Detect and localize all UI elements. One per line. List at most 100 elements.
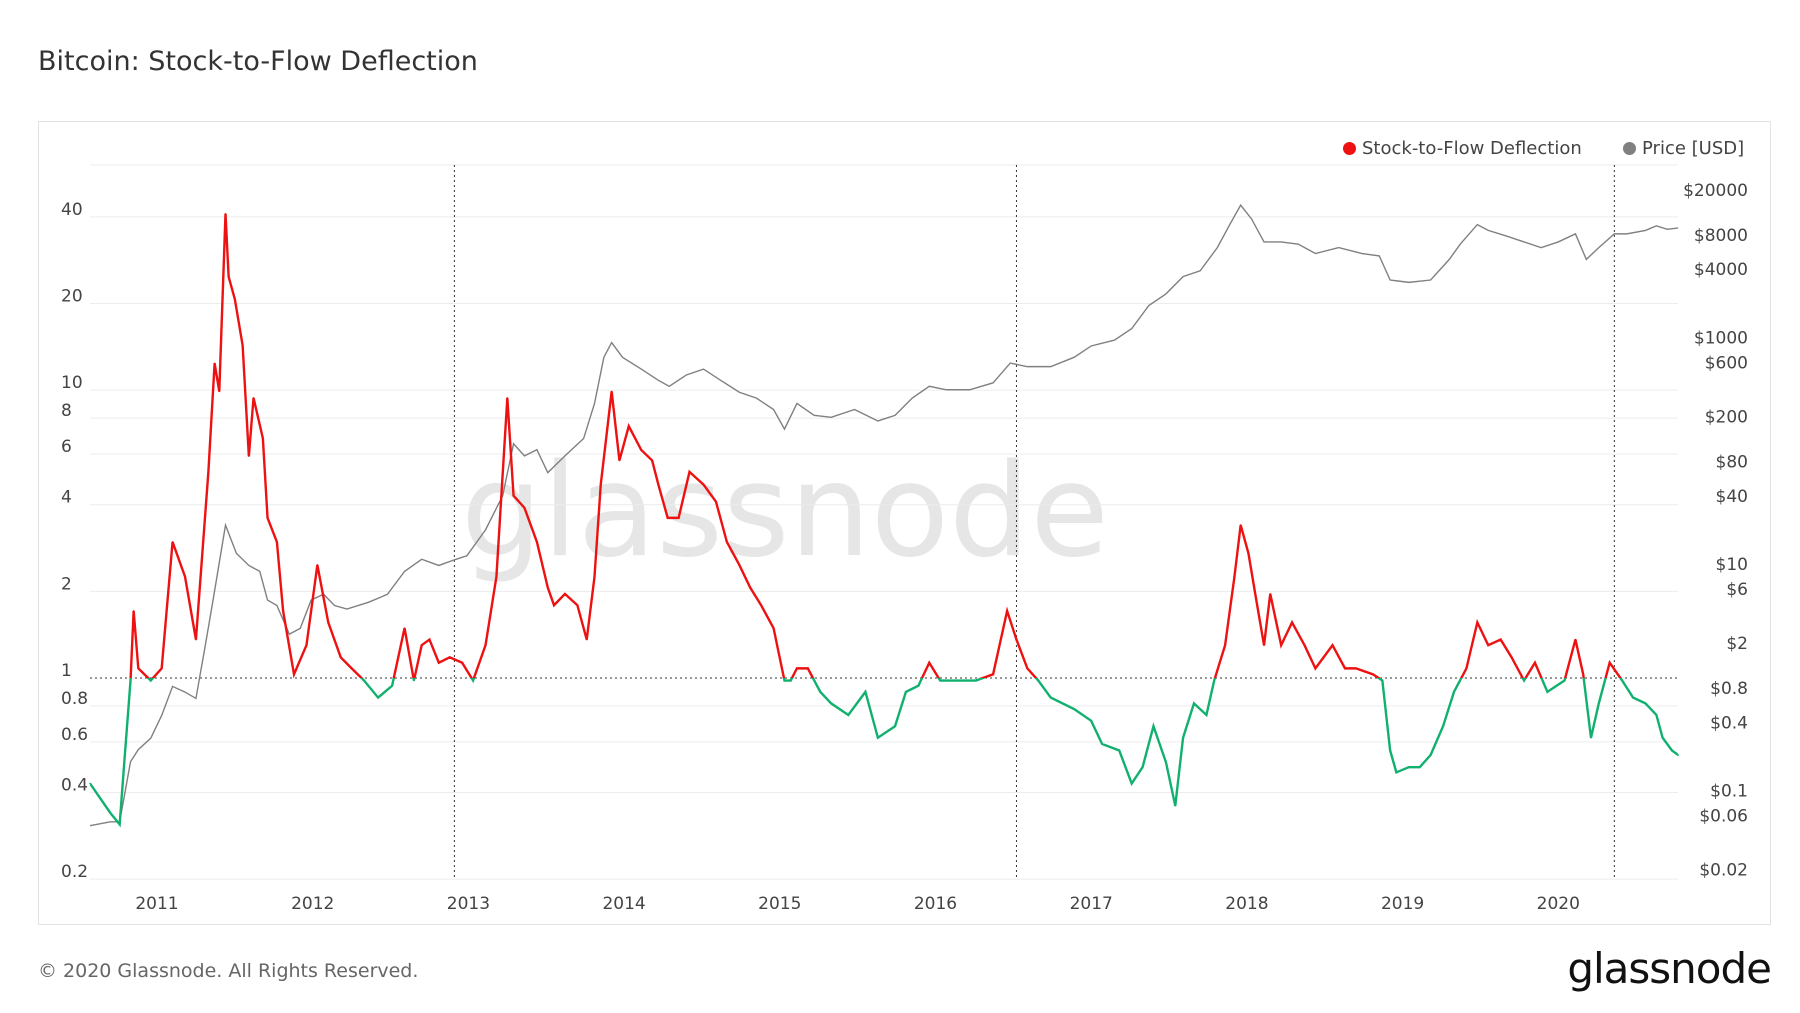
s2f-point <box>89 782 91 785</box>
y-right-tick-label: $10 <box>1716 555 1748 575</box>
s2f-point <box>118 823 121 826</box>
s2f-point <box>1280 644 1282 647</box>
y-left-tick-label: 8 <box>61 401 72 421</box>
x-tick-label: 2014 <box>602 894 645 914</box>
s2f-point <box>917 684 920 687</box>
s2f-point <box>506 397 509 399</box>
s2f-point <box>1331 644 1334 647</box>
y-left-tick-label: 2 <box>61 574 72 594</box>
x-tick-label: 2017 <box>1070 894 1113 914</box>
y-right-tick-label: $200 <box>1705 408 1748 428</box>
y-right-tick-label: $8000 <box>1694 226 1748 246</box>
s2f-point <box>109 812 112 814</box>
s2f-point <box>266 517 269 519</box>
s2f-point <box>738 564 741 566</box>
s2f-point <box>1263 644 1265 647</box>
s2f-point <box>1546 691 1549 693</box>
s2f-point <box>123 761 126 763</box>
y-left-tick-label: 40 <box>61 200 83 220</box>
s2f-point <box>327 621 330 624</box>
s2f-point <box>428 638 431 641</box>
y-right-tick-label: $4000 <box>1694 260 1748 280</box>
s2f-point <box>1487 644 1490 647</box>
s2f-point <box>992 673 994 676</box>
s2f-point <box>1049 696 1052 699</box>
s2f-point <box>1303 644 1306 647</box>
s2f-point <box>248 455 250 457</box>
legend-red-dot-icon <box>1343 142 1356 155</box>
s2f-point <box>553 604 555 607</box>
s2f-point <box>772 627 775 629</box>
s2f-point <box>564 593 566 595</box>
s2f-point <box>241 344 244 347</box>
s2f-point <box>523 507 526 509</box>
s2f-point <box>1015 638 1018 641</box>
s2f-point <box>1355 667 1357 670</box>
s2f-point <box>1534 661 1536 664</box>
s2f-point <box>1476 621 1479 624</box>
y-right-tick-label: $600 <box>1705 354 1748 374</box>
s2f-point <box>1597 702 1600 705</box>
s2f-point <box>213 362 216 365</box>
s2f-point <box>1453 691 1455 693</box>
s2f-point <box>1429 754 1432 756</box>
y-right-tick-label: $0.02 <box>1699 861 1748 881</box>
y-left-tick-label: 0.8 <box>61 689 88 709</box>
s2f-point <box>448 656 451 659</box>
price-line <box>89 203 1679 827</box>
s2f-point <box>1130 782 1133 785</box>
s2f-point <box>195 638 197 641</box>
s2f-point <box>252 397 255 399</box>
s2f-point <box>137 667 140 670</box>
y-left-tick-label: 1 <box>61 661 72 681</box>
x-tick-label: 2020 <box>1537 894 1580 914</box>
s2f-point <box>1314 667 1317 670</box>
s2f-point <box>438 661 440 664</box>
s2f-point <box>877 736 879 739</box>
s2f-point <box>262 437 264 440</box>
s2f-point <box>420 644 423 647</box>
s2f-point <box>1621 679 1623 682</box>
s2f-point <box>1644 702 1647 705</box>
s2f-point <box>1269 593 1272 595</box>
chart-title: Bitcoin: Stock-to-Flow Deflection <box>38 46 478 77</box>
s2f-point <box>1389 749 1391 752</box>
y-right-tick-label: $6 <box>1726 580 1748 600</box>
legend-item-price[interactable]: Price [USD] <box>1623 138 1744 159</box>
s2f-point <box>129 679 132 682</box>
s2f-point <box>1590 736 1592 739</box>
y-left-tick-label: 10 <box>61 373 83 393</box>
chart-frame <box>38 121 1771 925</box>
s2f-point <box>234 298 236 301</box>
s2f-point <box>363 679 365 682</box>
s2f-point <box>1037 679 1040 682</box>
s2f-point <box>666 517 669 519</box>
s2f-point <box>1677 754 1679 756</box>
s2f-point <box>1205 714 1208 716</box>
s2f-point <box>796 667 798 670</box>
s2f-point <box>807 667 809 670</box>
s2f-point <box>1101 743 1103 745</box>
s2f-point <box>975 679 977 682</box>
s2f-point <box>618 459 621 462</box>
s2f-point <box>282 610 284 612</box>
s2f-point <box>939 679 941 682</box>
watermark: glassnode <box>461 437 1109 586</box>
s2f-point <box>207 471 210 473</box>
s2f-point <box>1655 714 1658 716</box>
s2f-point <box>1632 696 1634 699</box>
s2f-point <box>1090 720 1092 722</box>
legend-item-s2f[interactable]: Stock-to-Flow Deflection <box>1343 138 1582 159</box>
s2f-point <box>171 541 174 543</box>
s2f-point <box>184 575 186 578</box>
s2f-point <box>1381 679 1384 682</box>
y-right-tick-label: $0.1 <box>1710 782 1748 802</box>
s2f-point <box>1213 679 1216 682</box>
s2f-point <box>1608 661 1611 664</box>
s2f-point <box>956 679 959 682</box>
s2f-point <box>1523 679 1525 682</box>
s2f-point <box>495 575 498 578</box>
s2f-point <box>1291 621 1293 624</box>
s2f-point <box>1224 644 1226 647</box>
